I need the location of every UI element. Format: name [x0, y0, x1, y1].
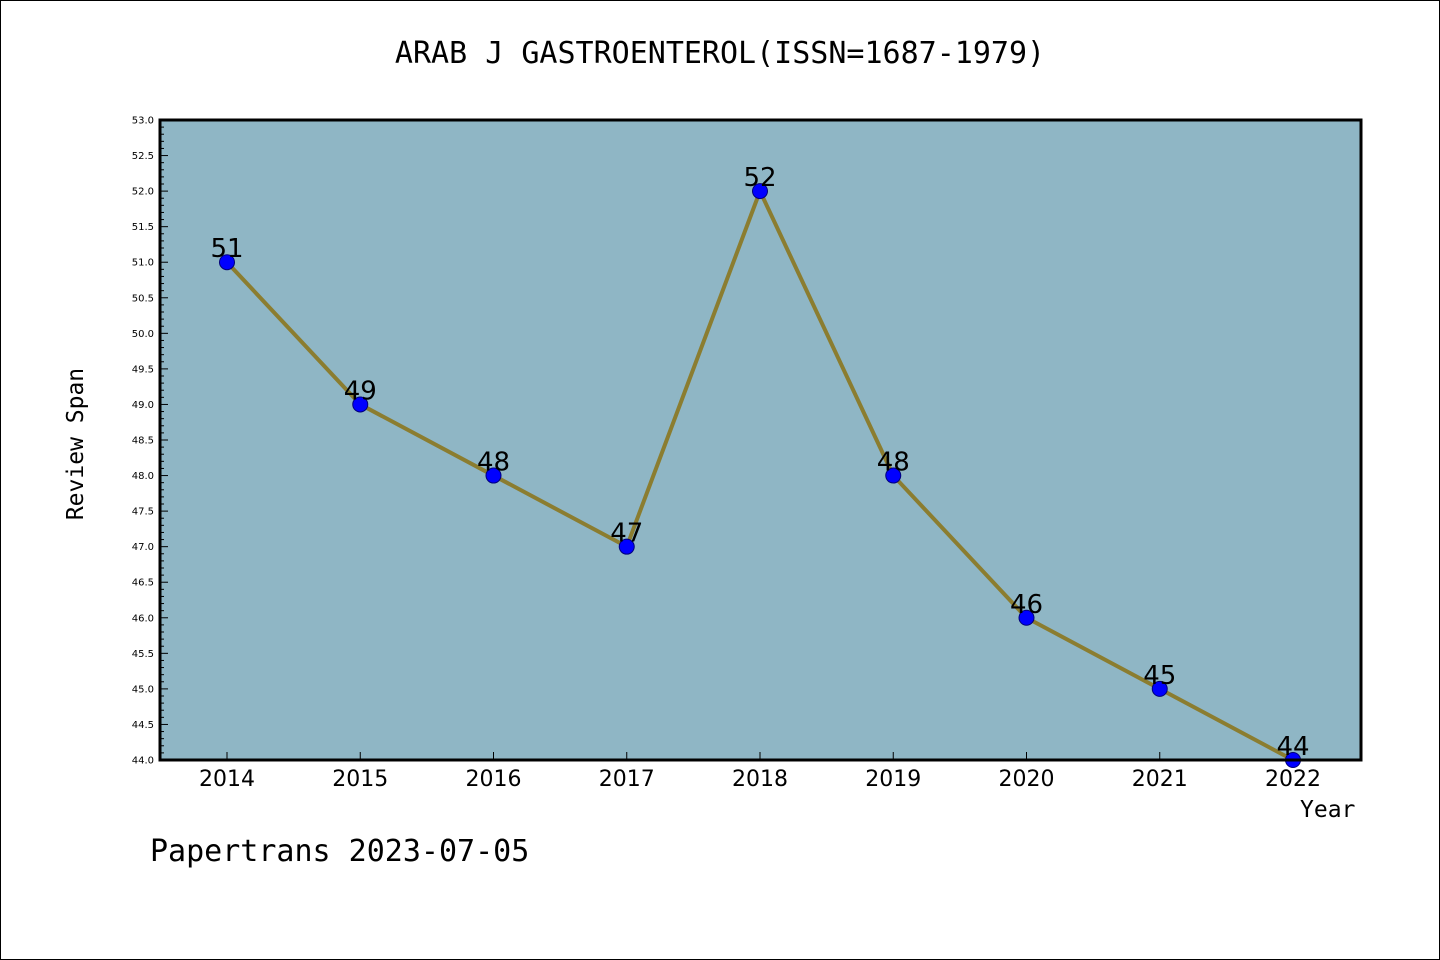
y-tick-label: 52.0: [132, 187, 154, 198]
data-label: 52: [743, 163, 776, 193]
y-tick-label: 50.5: [132, 293, 154, 304]
x-tick-label: 2017: [599, 767, 655, 792]
data-label: 51: [210, 234, 243, 264]
data-point: [352, 396, 369, 413]
data-label: 44: [1276, 732, 1309, 762]
x-tick-label: 2016: [466, 767, 522, 792]
y-tick-label: 45.5: [132, 649, 154, 660]
x-tick-label: 2019: [865, 767, 921, 792]
data-label: 45: [1143, 661, 1176, 691]
data-label: 48: [477, 448, 510, 478]
x-tick-label: 2014: [199, 767, 255, 792]
y-tick-label: 44.0: [132, 756, 154, 767]
x-tick-label: 2021: [1132, 767, 1188, 792]
y-tick-label: 50.0: [132, 329, 154, 340]
y-tick-label: 52.5: [132, 151, 154, 162]
x-tick-label: 2015: [332, 767, 388, 792]
y-tick-label: 48.5: [132, 436, 154, 447]
y-tick-label: 46.5: [132, 578, 154, 589]
chart-title: ARAB J GASTROENTEROL(ISSN=1687-1979): [394, 36, 1046, 71]
x-tick-label: 2018: [732, 767, 788, 792]
data-label: 46: [1010, 590, 1043, 620]
y-tick-label: 47.5: [132, 507, 154, 518]
footer-note: Papertrans 2023-07-05: [150, 834, 530, 869]
data-point: [618, 538, 635, 555]
data-point: [885, 467, 902, 484]
data-point: [219, 254, 235, 271]
y-tick-label: 45.0: [132, 684, 154, 695]
y-tick-label: 51.5: [132, 222, 154, 233]
data-point: [1018, 609, 1035, 626]
x-axis-label: Year: [1300, 797, 1356, 823]
data-label: 49: [344, 376, 377, 406]
x-tick-label: 2022: [1265, 767, 1321, 792]
x-tick-label: 2020: [999, 767, 1055, 792]
y-tick-label: 48.0: [132, 471, 154, 482]
y-tick-label: 53.0: [132, 116, 154, 127]
data-point: [752, 183, 768, 200]
y-tick-label: 46.0: [132, 613, 154, 624]
y-tick-label: 44.5: [132, 720, 154, 731]
y-tick-label: 49.0: [132, 400, 154, 411]
plot-border: [158, 118, 1363, 762]
data-label: 48: [877, 448, 910, 478]
plot-area: [160, 120, 1361, 760]
y-tick-label: 49.5: [132, 364, 154, 375]
data-point: [485, 467, 502, 484]
y-tick-label: 47.0: [132, 542, 154, 553]
data-point: [1151, 680, 1168, 697]
data-label: 47: [610, 519, 643, 549]
y-tick-label: 51.0: [132, 258, 154, 269]
